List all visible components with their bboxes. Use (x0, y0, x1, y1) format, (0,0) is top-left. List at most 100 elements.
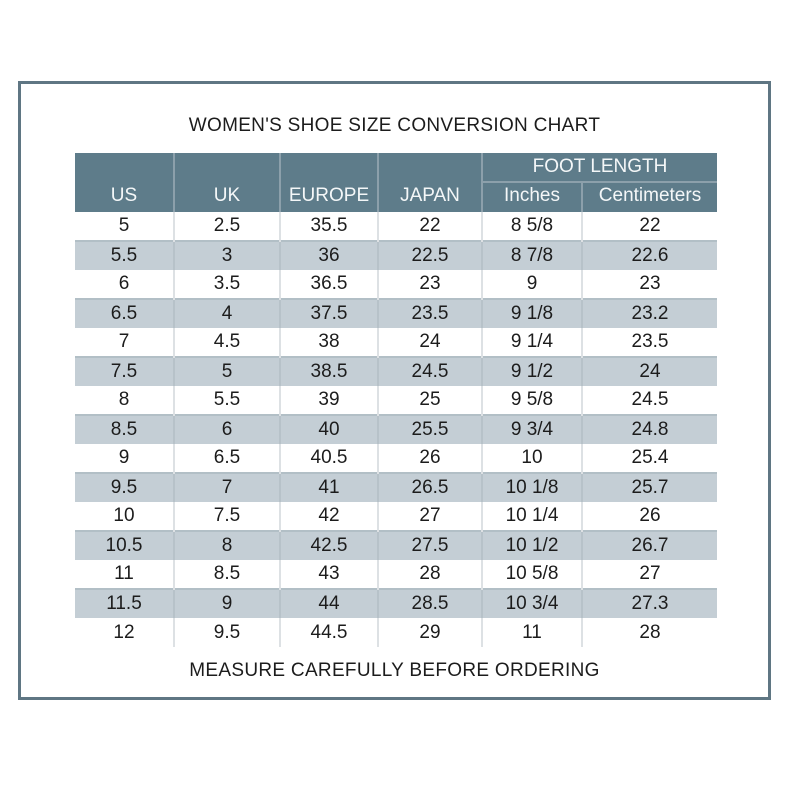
column-header-uk: UK (173, 153, 280, 212)
cell-japan: 27.5 (377, 530, 482, 560)
cell-japan: 28 (377, 560, 482, 589)
cell-us: 8 (118, 389, 130, 410)
cell-inches: 9 5/8 (481, 386, 582, 415)
cell-japan: 25.5 (377, 414, 482, 444)
table-header-row-1: US UK EUROPE JAPAN FOOT LENGTH (75, 153, 717, 212)
cell-centimeters: 27 (581, 560, 717, 589)
table-row: 8.5 6 40 25.5 9 3/4 24.8 (75, 414, 717, 444)
cell-us: 11 (114, 563, 134, 584)
cell-europe: 44 (279, 588, 378, 618)
table-row: 5 2.5 35.5 22 8 5/8 22 (75, 212, 717, 241)
cell-inches: 9 (481, 270, 582, 299)
table-row: 7 4.5 38 24 9 1/4 23.5 (75, 328, 717, 357)
cell-inches: 8 7/8 (481, 240, 582, 270)
table-row: 6.5 4 37.5 23.5 9 1/8 23.2 (75, 298, 717, 328)
cell-us: 9 (118, 447, 130, 468)
table-body: 5 2.5 35.5 22 8 5/8 22 5.5 3 36 22.5 8 7… (75, 212, 717, 647)
column-group-foot-length: FOOT LENGTH (481, 153, 717, 183)
cell-europe: 42 (279, 502, 378, 531)
cell-centimeters: 22.6 (581, 240, 717, 270)
shoe-size-conversion-table: US UK EUROPE JAPAN FOOT LENGTH Inches Ce… (75, 153, 717, 647)
cell-inches: 9 1/2 (481, 356, 582, 386)
cell-japan: 22 (377, 212, 482, 241)
table-row: 12 9.5 44.5 29 11 28 (75, 618, 717, 647)
cell-uk: 4.5 (173, 328, 280, 357)
cell-uk: 6.5 (173, 444, 280, 473)
cell-us: 11.5 (75, 588, 174, 618)
cell-centimeters: 27.3 (581, 588, 717, 618)
table-header: US UK EUROPE JAPAN FOOT LENGTH Inches Ce… (75, 153, 717, 212)
cell-us: 5.5 (75, 240, 174, 270)
cell-us: 8.5 (75, 414, 174, 444)
cell-us: 7.5 (75, 356, 174, 386)
cell-centimeters: 23.2 (581, 298, 717, 328)
cell-centimeters: 25.7 (581, 472, 717, 502)
cell-europe: 37.5 (279, 298, 378, 328)
cell-uk: 3.5 (173, 270, 280, 299)
cell-europe: 38.5 (279, 356, 378, 386)
cell-europe: 39 (279, 386, 378, 415)
cell-japan: 22.5 (377, 240, 482, 270)
cell-centimeters: 25.4 (581, 444, 717, 473)
column-header-europe: EUROPE (279, 153, 378, 212)
cell-inches: 9 1/8 (481, 298, 582, 328)
cell-uk: 7 (173, 472, 280, 502)
cell-europe: 36.5 (279, 270, 378, 299)
cell-uk: 9.5 (173, 618, 280, 647)
cell-inches: 10 1/8 (481, 472, 582, 502)
cell-centimeters: 24.8 (581, 414, 717, 444)
cell-japan: 28.5 (377, 588, 482, 618)
cell-europe: 40 (279, 414, 378, 444)
cell-japan: 29 (377, 618, 482, 647)
column-header-inches: Inches (481, 182, 582, 212)
cell-us: 12 (113, 621, 135, 643)
cell-us: 7 (118, 331, 130, 352)
cell-centimeters: 23.5 (581, 328, 717, 357)
footer-note: MEASURE CAREFULLY BEFORE ORDERING (189, 660, 600, 681)
cell-europe: 44.5 (279, 618, 378, 647)
cell-us: 5 (118, 215, 130, 236)
cell-japan: 24 (377, 328, 482, 357)
table-row: 7.5 5 38.5 24.5 9 1/2 24 (75, 356, 717, 386)
table-header-row-2: Inches Centimeters (75, 182, 717, 212)
cell-centimeters: 24.5 (581, 386, 717, 415)
page-title: WOMEN'S SHOE SIZE CONVERSION CHART (188, 115, 601, 136)
cell-inches: 11 (481, 618, 582, 647)
cell-inches: 10 (481, 444, 582, 473)
cell-europe: 36 (279, 240, 378, 270)
cell-us: 9.5 (75, 472, 174, 502)
chart-frame: WOMEN'S SHOE SIZE CONVERSION CHART US UK… (18, 81, 771, 700)
cell-inches: 10 1/4 (481, 502, 582, 531)
cell-us: 10 (113, 505, 135, 526)
table-row: 10.5 8 42.5 27.5 10 1/2 26.7 (75, 530, 717, 560)
cell-inches: 8 5/8 (481, 212, 582, 241)
cell-centimeters: 23 (581, 270, 717, 299)
cell-europe: 42.5 (279, 530, 378, 560)
cell-uk: 7.5 (173, 502, 280, 531)
cell-japan: 26 (377, 444, 482, 473)
cell-inches: 9 3/4 (481, 414, 582, 444)
cell-uk: 4 (173, 298, 280, 328)
cell-europe: 35.5 (279, 212, 378, 241)
column-header-us: US (75, 153, 174, 212)
cell-us: 6.5 (75, 298, 174, 328)
cell-europe: 38 (279, 328, 378, 357)
cell-japan: 26.5 (377, 472, 482, 502)
cell-uk: 8.5 (173, 560, 280, 589)
cell-centimeters: 22 (581, 212, 717, 241)
cell-inches: 10 3/4 (481, 588, 582, 618)
column-header-centimeters: Centimeters (581, 182, 717, 212)
cell-europe: 40.5 (279, 444, 378, 473)
cell-japan: 23.5 (377, 298, 482, 328)
cell-europe: 43 (279, 560, 378, 589)
cell-inches: 10 1/2 (481, 530, 582, 560)
table-row: 8 5.5 39 25 9 5/8 24.5 (75, 386, 717, 415)
table-row: 11 8.5 43 28 10 5/8 27 (75, 560, 717, 589)
table-row: 9.5 7 41 26.5 10 1/8 25.7 (75, 472, 717, 502)
cell-inches: 9 1/4 (481, 328, 582, 357)
cell-uk: 8 (173, 530, 280, 560)
cell-europe: 41 (279, 472, 378, 502)
cell-uk: 3 (173, 240, 280, 270)
table-row: 5.5 3 36 22.5 8 7/8 22.6 (75, 240, 717, 270)
cell-centimeters: 26.7 (581, 530, 717, 560)
